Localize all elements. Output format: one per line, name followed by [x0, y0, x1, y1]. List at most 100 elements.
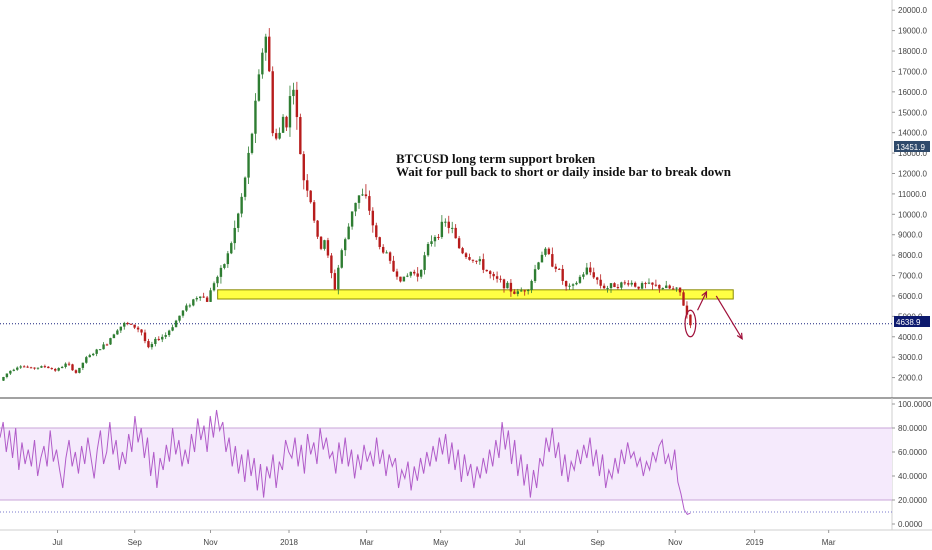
- candle-body: [40, 366, 43, 368]
- rsi-pane[interactable]: 0.0000 20.0000 40.0000 60.0000 80.0000 100.00…: [0, 398, 932, 530]
- price-tick-label: 11000.0: [898, 190, 927, 199]
- candle-body: [627, 283, 630, 285]
- arrow-head: [701, 290, 708, 298]
- candle-body: [609, 283, 613, 289]
- candle-body: [430, 241, 433, 244]
- candle-body: [689, 314, 692, 326]
- candle-body: [630, 282, 633, 285]
- price-tick-label: 2000.0: [898, 374, 923, 383]
- candle-body: [589, 267, 592, 273]
- candle-body: [209, 290, 212, 302]
- candle-body: [74, 370, 78, 373]
- candle-body: [50, 368, 53, 370]
- candle-body: [292, 89, 295, 97]
- candle-body: [457, 238, 461, 249]
- candle-body: [154, 338, 157, 344]
- price-pane[interactable]: 2000.03000.04000.05000.06000.07000.08000…: [0, 0, 930, 398]
- candle-body: [85, 357, 88, 363]
- candle-body: [520, 290, 523, 292]
- candle-body: [554, 266, 557, 269]
- candle-body: [558, 268, 561, 270]
- candle-body: [326, 240, 330, 256]
- candle-body: [485, 269, 488, 272]
- time-tick-label: May: [433, 538, 448, 547]
- candle-body: [506, 282, 509, 289]
- candle-body: [578, 276, 582, 283]
- candle-body: [33, 367, 36, 369]
- candle-body: [47, 366, 50, 369]
- candle-body: [233, 227, 236, 244]
- candle-body: [478, 259, 482, 262]
- current-price-label: 4638.9: [896, 318, 921, 327]
- price-tick-label: 15000.0: [898, 108, 927, 117]
- candle-body: [651, 282, 654, 285]
- candle-body: [385, 252, 388, 254]
- price-tick-label: 4000.0: [898, 333, 923, 342]
- candle-body: [181, 310, 185, 316]
- candle-body: [378, 237, 381, 247]
- candle-body: [371, 210, 375, 226]
- candle-body: [223, 264, 226, 268]
- candle-body: [112, 334, 116, 339]
- candle-body: [312, 202, 316, 221]
- candle-body: [561, 268, 564, 282]
- candle-body: [492, 273, 495, 277]
- candle-body: [551, 254, 554, 267]
- candle-body: [19, 366, 22, 368]
- time-tick-label: 2018: [280, 538, 298, 547]
- candle-body: [143, 332, 147, 342]
- candle-body: [319, 236, 323, 249]
- candle-body: [88, 355, 91, 358]
- candle-body: [516, 291, 520, 294]
- candle-body: [633, 282, 637, 287]
- candle-body: [323, 240, 326, 249]
- candle-body: [119, 326, 123, 331]
- candle-body: [230, 243, 233, 254]
- candle-body: [357, 195, 361, 203]
- support-zone: [217, 289, 734, 300]
- time-tick-label: Jul: [515, 538, 525, 547]
- candle-body: [271, 71, 274, 134]
- candle-body: [212, 283, 216, 291]
- candle-body: [299, 117, 302, 155]
- candle-body: [274, 133, 278, 139]
- candle-body: [171, 327, 174, 331]
- candle-body: [226, 253, 230, 265]
- high-price-badge: 13451.9: [894, 141, 930, 152]
- candle-body: [268, 36, 271, 72]
- candle-body: [606, 288, 609, 290]
- candle-body: [419, 269, 423, 277]
- candle-body: [29, 367, 33, 369]
- rsi-axis: 0.0000 20.0000 40.0000 60.0000 80.0000 100.00…: [892, 400, 932, 529]
- candle-body: [395, 271, 399, 277]
- candle-body: [437, 236, 440, 238]
- candle-body: [592, 272, 595, 278]
- candle-body: [409, 271, 412, 276]
- candle-body: [526, 290, 530, 292]
- candle-body: [547, 248, 551, 255]
- candle-body: [468, 257, 471, 260]
- candle-body: [330, 255, 333, 274]
- rsi-tick-label: 0.0000: [898, 520, 923, 529]
- candle-body: [306, 180, 309, 191]
- candle-body: [440, 221, 444, 238]
- candle-body: [620, 282, 623, 288]
- time-tick-label: 2019: [746, 538, 764, 547]
- rsi-tick-label: 20.0000: [898, 496, 927, 505]
- candle-body: [682, 292, 685, 306]
- breakdown-circle: [684, 309, 697, 338]
- candle-body: [26, 366, 29, 368]
- price-tick-label: 14000.0: [898, 129, 927, 138]
- candle-body: [36, 367, 40, 369]
- candle-body: [309, 190, 312, 203]
- candle-body: [523, 290, 526, 292]
- price-tick-label: 18000.0: [898, 47, 927, 56]
- price-axis: 2000.03000.04000.05000.06000.07000.08000…: [892, 6, 927, 383]
- candle-body: [675, 287, 678, 289]
- annotation-line-2: Wait for pull back to short or daily ins…: [396, 164, 732, 179]
- candle-body: [98, 349, 102, 351]
- candle-body: [399, 276, 402, 282]
- rsi-tick-label: 40.0000: [898, 472, 927, 481]
- candle-body: [236, 213, 240, 228]
